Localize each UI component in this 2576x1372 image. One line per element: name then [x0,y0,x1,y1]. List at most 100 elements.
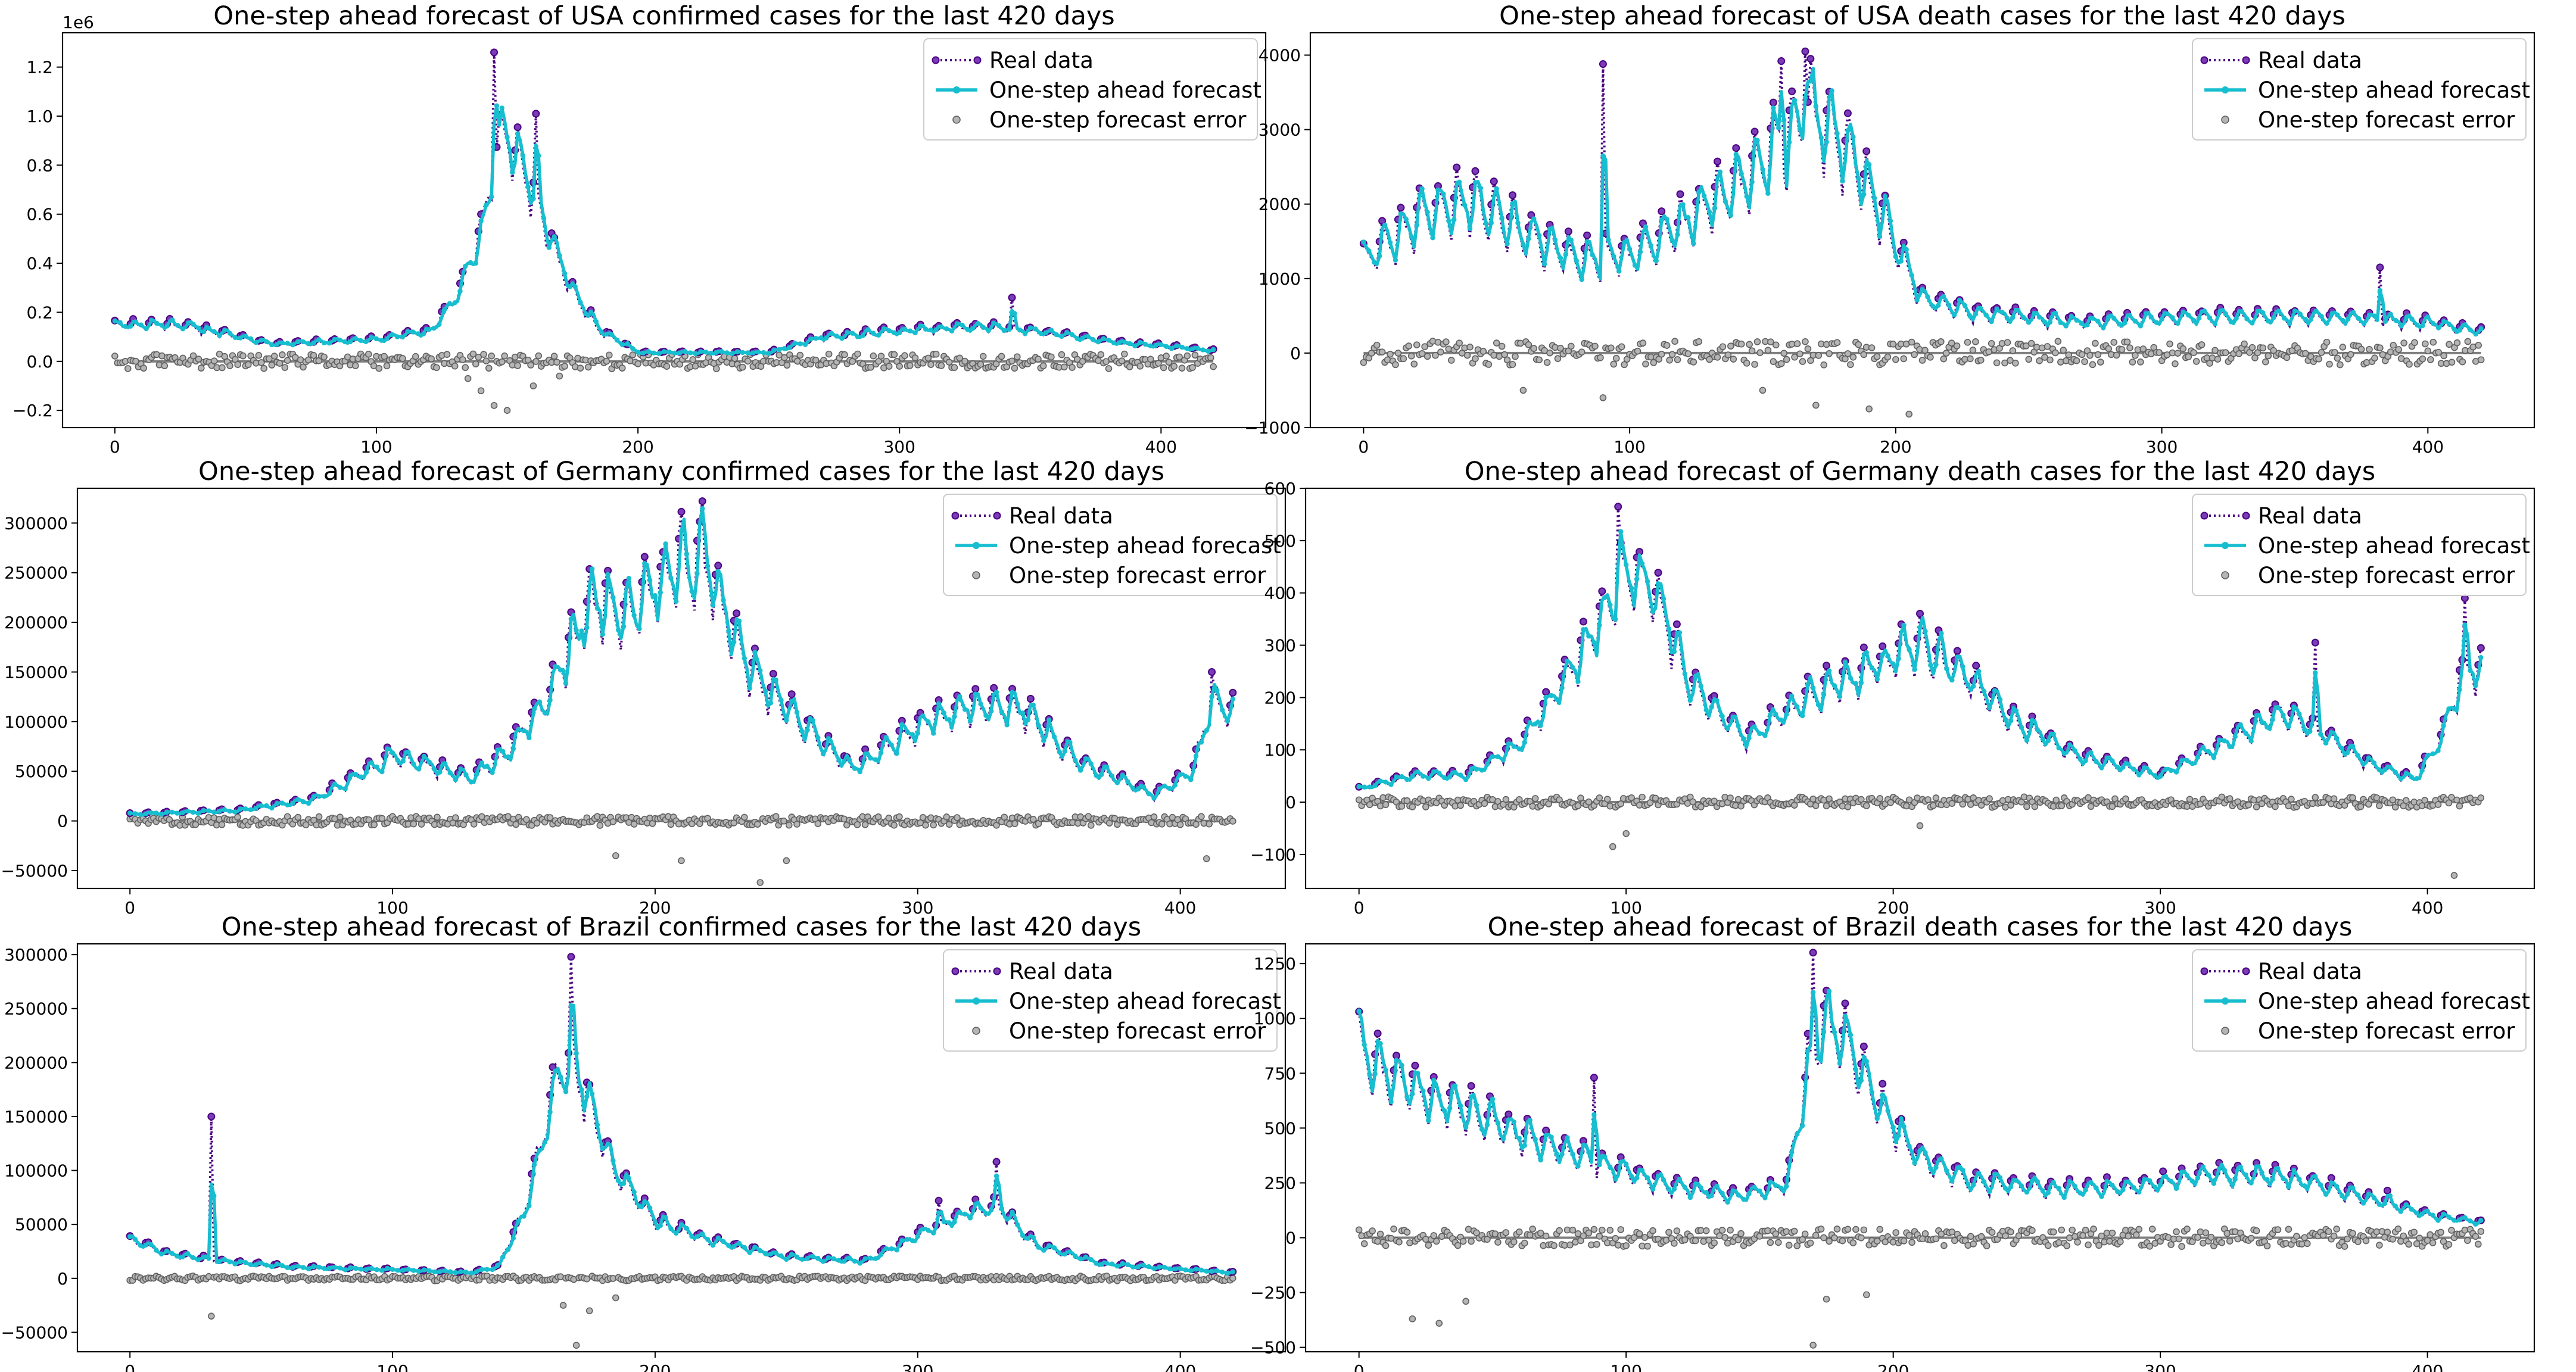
forecast-point [1468,1094,1474,1099]
real-point [1676,190,1684,198]
forecast-point [1094,772,1099,778]
forecast-point [1714,698,1720,703]
forecast-point [715,1236,721,1241]
x-tick-label: 200 [639,898,671,918]
y-tick-label: 0.8 [26,155,53,175]
error-point [890,821,898,829]
real-point [698,497,706,506]
forecast-point [1999,310,2005,315]
error-point [841,351,848,358]
forecast-point [647,1205,653,1211]
y-tick-label: 150000 [4,662,68,682]
forecast-point [813,335,818,341]
error-point [490,402,498,409]
forecast-point [2302,727,2307,732]
forecast-point [290,800,295,806]
forecast-point [909,1238,915,1243]
forecast-point [1085,333,1091,339]
forecast-point [232,1261,238,1267]
forecast-point [1966,682,1971,688]
error-point [459,356,466,363]
forecast-point [300,799,306,805]
forecast-point [640,350,646,356]
forecast-point [2104,1178,2110,1184]
real-point [1916,609,1924,618]
forecast-point [216,809,222,814]
forecast-point [149,317,154,323]
forecast-point [2035,727,2041,732]
x-tick-label: 200 [1880,437,1911,457]
forecast-point [279,340,285,345]
error-point [1390,1225,1397,1233]
error-point [877,353,885,360]
forecast-point [553,664,558,669]
real-point [1579,618,1587,626]
forecast-point [1851,134,1856,140]
error-point [1556,1227,1563,1234]
forecast-point [164,1248,170,1254]
forecast-point [1195,345,1201,351]
forecast-point [337,1265,343,1271]
error-point [1405,342,1413,350]
forecast-point [1522,1143,1527,1148]
forecast-point [980,325,986,330]
error-point [1176,353,1183,361]
forecast-point [1083,1254,1089,1260]
chart-usa-confirmed: One-step ahead forecast of USA confirmed… [13,1,1267,457]
legend-swatch-error [2221,571,2229,579]
forecast-point [2248,1180,2254,1186]
forecast-point [2173,1186,2179,1192]
forecast-point [1209,1268,1214,1274]
error-point [1908,1239,1915,1246]
forecast-point [2045,738,2051,744]
forecast-point [1538,1157,1543,1163]
forecast-point [1474,1102,1479,1108]
error-point [2126,344,2133,352]
forecast-point [243,333,248,339]
forecast-point [1858,680,1864,685]
error-point [2253,803,2260,810]
forecast-point [1618,1159,1624,1165]
error-point [2422,340,2429,348]
forecast-point [1062,1251,1067,1257]
error-point [861,821,869,828]
forecast-point [1962,303,1968,308]
forecast-point [1864,650,1870,656]
forecast-point [2126,1179,2131,1184]
error-point [1799,358,1806,365]
error-point [2424,347,2432,355]
forecast-point [2168,1178,2174,1184]
forecast-point [808,336,814,342]
forecast-point [708,350,714,356]
error-point [472,360,479,367]
error-point [1191,351,1199,359]
error-point [2007,357,2014,364]
x-tick-label: 300 [902,898,933,918]
error-point [572,1342,580,1349]
forecast-point [1960,664,1966,669]
forecast-point [264,339,269,345]
forecast-point [1559,1152,1565,1157]
error-point [1847,361,1854,369]
error-point [1969,347,1977,354]
forecast-point [1495,754,1501,759]
error-point [901,352,908,360]
forecast-point [2281,1175,2286,1181]
forecast-point [1516,746,1522,752]
forecast-point [868,1255,873,1261]
forecast-point [1500,757,1506,763]
forecast-point [369,1265,374,1271]
forecast-point [353,336,359,341]
forecast-point [2409,1206,2414,1212]
forecast-point [463,772,469,778]
error-point [1942,350,1950,357]
error-point [2118,346,2126,353]
plot-area [111,48,1217,414]
forecast-point [1810,990,1816,995]
forecast-point [1808,79,1814,84]
error-point [1437,348,1444,356]
forecast-point [1051,1245,1057,1251]
error-point [1566,1241,1574,1249]
error-point [1198,813,1205,821]
forecast-point [1887,218,1893,224]
